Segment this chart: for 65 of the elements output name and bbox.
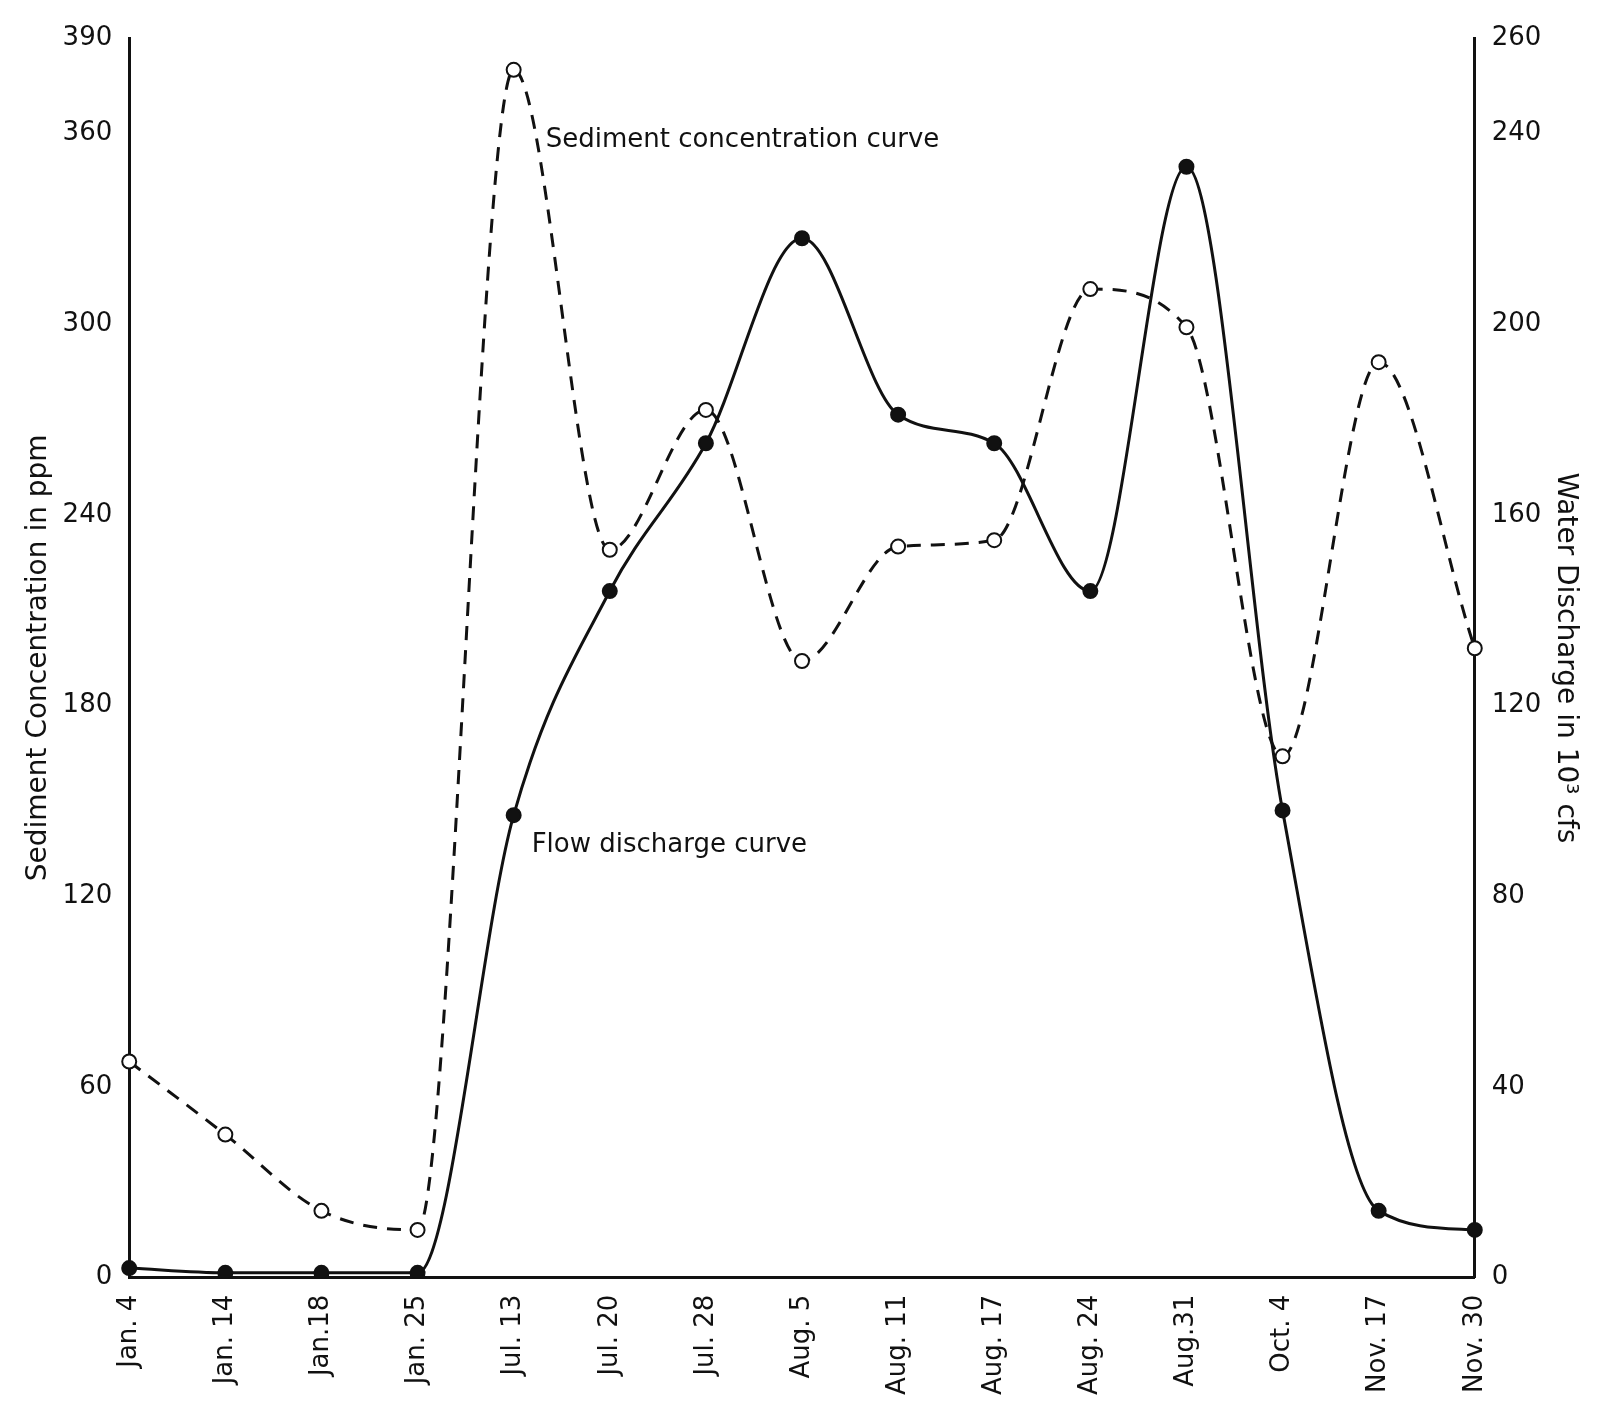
point: [217, 1264, 234, 1278]
point: [601, 583, 618, 600]
y2-tick-label: 120: [1491, 688, 1542, 719]
x-tick-label: Oct. 4: [1265, 1294, 1296, 1373]
y2-axis-title: Water Discharge in 10³ cfs: [1550, 472, 1584, 844]
y2-tick-label: 0: [1491, 1260, 1509, 1291]
x-tick-label: Jan. 14: [208, 1294, 239, 1387]
point: [121, 1053, 138, 1070]
point: [1082, 583, 1099, 600]
point: [794, 230, 810, 247]
x-tick-label: Aug. 11: [880, 1294, 911, 1396]
y-tick-label: 120: [62, 878, 113, 909]
x-tick-label: Jul. 20: [592, 1294, 623, 1378]
y2-tick-label: 160: [1491, 497, 1542, 528]
y-tick-label: 240: [62, 497, 113, 528]
x-tick-label: Aug. 17: [976, 1294, 1007, 1396]
x-tick-label: Aug. 5: [784, 1294, 815, 1379]
point: [1274, 748, 1291, 765]
y-tick-label: 60: [79, 1069, 113, 1100]
point: [409, 1264, 426, 1278]
y-axis-title: Sediment Concentration in ppm: [20, 434, 54, 882]
y-tick-label: 180: [62, 688, 113, 719]
x-tick-label: Jan. 25: [400, 1294, 431, 1387]
point: [794, 652, 810, 669]
point: [313, 1264, 330, 1278]
y-tick-label: 300: [62, 306, 113, 337]
y2-tick-label: 200: [1491, 306, 1542, 337]
point: [409, 1221, 426, 1238]
y2-tick-label: 80: [1491, 878, 1525, 909]
point: [890, 406, 907, 423]
y2-tick-label: 40: [1491, 1069, 1525, 1100]
point: [505, 61, 522, 78]
point: [1274, 802, 1291, 819]
point: [217, 1126, 234, 1143]
point: [1082, 281, 1099, 298]
y2-tick-label: 260: [1491, 20, 1542, 51]
y2-tick-label: 240: [1491, 116, 1542, 147]
point: [890, 538, 907, 555]
point: [1466, 1221, 1483, 1238]
x-tick-label: Jul. 13: [496, 1294, 527, 1378]
point: [1178, 158, 1195, 175]
point: [697, 401, 714, 418]
point: [1178, 319, 1195, 336]
point: [601, 541, 618, 558]
x-tick-label: Jan.18: [304, 1294, 335, 1379]
series-label: Sediment concentration curve: [545, 122, 940, 153]
x-tick-label: Jan. 4: [111, 1294, 142, 1370]
y-tick-label: 390: [62, 20, 113, 51]
y-tick-label: 0: [95, 1260, 113, 1291]
point: [505, 807, 522, 824]
point: [986, 435, 1003, 452]
point: [121, 1260, 138, 1277]
x-tick-label: Aug. 24: [1073, 1294, 1104, 1396]
series-label: Flow discharge curve: [531, 827, 808, 858]
point: [1466, 640, 1483, 657]
point: [1370, 1202, 1387, 1219]
point: [986, 532, 1003, 549]
point: [313, 1202, 330, 1219]
x-tick-label: Jul. 28: [688, 1294, 719, 1378]
x-tick-label: Nov. 17: [1361, 1294, 1392, 1393]
x-tick-label: Nov. 30: [1457, 1294, 1488, 1393]
x-tick-label: Aug.31: [1169, 1294, 1200, 1387]
y-tick-label: 360: [62, 116, 113, 147]
point: [1370, 354, 1387, 371]
point: [697, 435, 714, 452]
